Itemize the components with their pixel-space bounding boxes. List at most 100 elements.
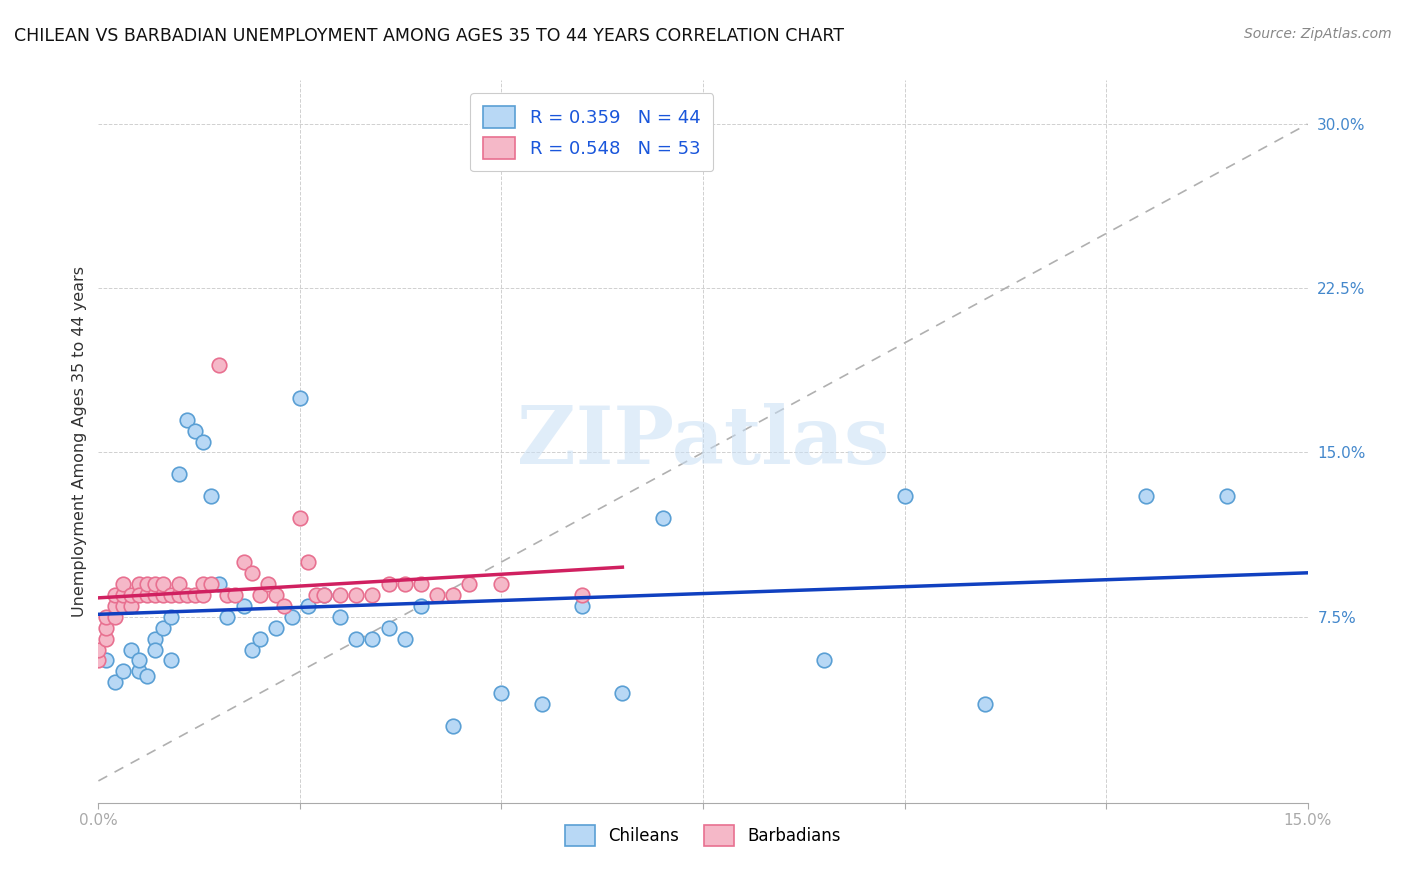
Point bbox=[135, 669, 157, 683]
Point bbox=[128, 577, 150, 591]
Point bbox=[288, 391, 311, 405]
Point bbox=[394, 577, 416, 591]
Point bbox=[344, 588, 367, 602]
Point bbox=[409, 599, 432, 613]
Point bbox=[128, 665, 150, 679]
Point bbox=[111, 599, 134, 613]
Point bbox=[240, 642, 263, 657]
Point bbox=[264, 621, 287, 635]
Point bbox=[893, 489, 915, 503]
Text: Source: ZipAtlas.com: Source: ZipAtlas.com bbox=[1244, 27, 1392, 41]
Point bbox=[288, 511, 311, 525]
Point bbox=[571, 599, 593, 613]
Point bbox=[167, 467, 190, 482]
Text: CHILEAN VS BARBADIAN UNEMPLOYMENT AMONG AGES 35 TO 44 YEARS CORRELATION CHART: CHILEAN VS BARBADIAN UNEMPLOYMENT AMONG … bbox=[14, 27, 844, 45]
Point bbox=[143, 632, 166, 646]
Point bbox=[184, 424, 207, 438]
Point bbox=[103, 599, 125, 613]
Point bbox=[152, 621, 174, 635]
Point bbox=[152, 588, 174, 602]
Point bbox=[135, 577, 157, 591]
Point bbox=[458, 577, 481, 591]
Point bbox=[200, 577, 222, 591]
Point bbox=[200, 489, 222, 503]
Point bbox=[103, 675, 125, 690]
Point bbox=[1216, 489, 1239, 503]
Point bbox=[297, 555, 319, 569]
Point bbox=[361, 632, 384, 646]
Point bbox=[167, 588, 190, 602]
Point bbox=[249, 632, 271, 646]
Point bbox=[96, 653, 118, 667]
Point bbox=[813, 653, 835, 667]
Point bbox=[96, 621, 118, 635]
Point bbox=[143, 642, 166, 657]
Point bbox=[305, 588, 328, 602]
Legend: Chileans, Barbadians: Chileans, Barbadians bbox=[558, 819, 848, 852]
Point bbox=[394, 632, 416, 646]
Point bbox=[240, 566, 263, 580]
Point bbox=[193, 588, 215, 602]
Point bbox=[120, 588, 142, 602]
Point bbox=[1135, 489, 1157, 503]
Point bbox=[974, 698, 997, 712]
Point bbox=[87, 642, 110, 657]
Point bbox=[128, 588, 150, 602]
Point bbox=[409, 577, 432, 591]
Point bbox=[135, 588, 157, 602]
Point bbox=[232, 599, 254, 613]
Point bbox=[491, 686, 513, 700]
Point bbox=[491, 577, 513, 591]
Point bbox=[651, 511, 673, 525]
Point bbox=[103, 588, 125, 602]
Point bbox=[176, 412, 198, 426]
Point bbox=[167, 577, 190, 591]
Point bbox=[128, 653, 150, 667]
Point bbox=[441, 588, 464, 602]
Point bbox=[441, 719, 464, 733]
Point bbox=[120, 599, 142, 613]
Point bbox=[256, 577, 278, 591]
Point bbox=[96, 632, 118, 646]
Point bbox=[160, 653, 183, 667]
Point bbox=[217, 609, 239, 624]
Point bbox=[120, 642, 142, 657]
Point bbox=[281, 609, 304, 624]
Point bbox=[193, 577, 215, 591]
Point bbox=[344, 632, 367, 646]
Point bbox=[96, 609, 118, 624]
Point bbox=[111, 577, 134, 591]
Point bbox=[143, 588, 166, 602]
Point bbox=[217, 588, 239, 602]
Point bbox=[329, 609, 352, 624]
Point bbox=[249, 588, 271, 602]
Point bbox=[87, 653, 110, 667]
Point bbox=[152, 577, 174, 591]
Point bbox=[193, 434, 215, 449]
Point bbox=[184, 588, 207, 602]
Point bbox=[208, 358, 231, 372]
Point bbox=[377, 621, 399, 635]
Point bbox=[361, 588, 384, 602]
Point bbox=[530, 698, 553, 712]
Point bbox=[571, 588, 593, 602]
Point bbox=[314, 588, 336, 602]
Point bbox=[426, 588, 449, 602]
Point bbox=[314, 588, 336, 602]
Point bbox=[143, 577, 166, 591]
Point bbox=[160, 609, 183, 624]
Point bbox=[160, 588, 183, 602]
Y-axis label: Unemployment Among Ages 35 to 44 years: Unemployment Among Ages 35 to 44 years bbox=[72, 266, 87, 617]
Point bbox=[111, 588, 134, 602]
Point bbox=[273, 599, 295, 613]
Point bbox=[297, 599, 319, 613]
Point bbox=[176, 588, 198, 602]
Point bbox=[232, 555, 254, 569]
Point bbox=[111, 665, 134, 679]
Point bbox=[329, 588, 352, 602]
Point bbox=[264, 588, 287, 602]
Point bbox=[377, 577, 399, 591]
Point bbox=[612, 686, 634, 700]
Text: ZIPatlas: ZIPatlas bbox=[517, 402, 889, 481]
Point bbox=[208, 577, 231, 591]
